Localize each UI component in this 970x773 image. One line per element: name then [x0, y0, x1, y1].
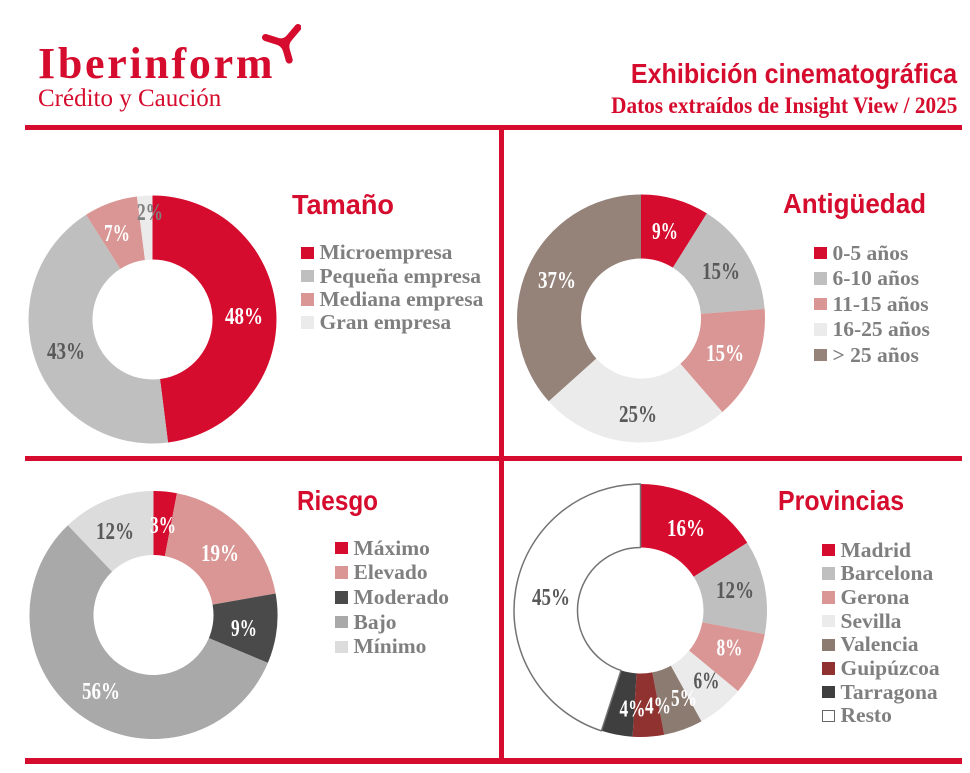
svg-text:25%: 25%: [619, 402, 657, 428]
svg-text:3%: 3%: [150, 513, 176, 539]
svg-text:8%: 8%: [717, 636, 743, 662]
svg-text:48%: 48%: [225, 304, 263, 330]
svg-text:5%: 5%: [671, 686, 697, 712]
svg-text:15%: 15%: [702, 259, 740, 285]
svg-text:12%: 12%: [716, 578, 754, 604]
svg-text:9%: 9%: [231, 616, 257, 642]
svg-text:43%: 43%: [47, 339, 85, 365]
svg-text:7%: 7%: [104, 221, 130, 247]
svg-text:19%: 19%: [201, 541, 239, 567]
svg-text:37%: 37%: [538, 268, 576, 294]
svg-text:4%: 4%: [620, 697, 646, 723]
svg-text:16%: 16%: [667, 516, 705, 542]
svg-text:56%: 56%: [82, 679, 120, 705]
svg-text:2%: 2%: [137, 200, 163, 226]
svg-text:4%: 4%: [645, 694, 671, 720]
svg-text:45%: 45%: [532, 585, 570, 611]
svg-text:12%: 12%: [96, 519, 134, 545]
svg-text:6%: 6%: [694, 669, 720, 695]
svg-text:9%: 9%: [652, 219, 678, 245]
svg-text:15%: 15%: [706, 341, 744, 367]
